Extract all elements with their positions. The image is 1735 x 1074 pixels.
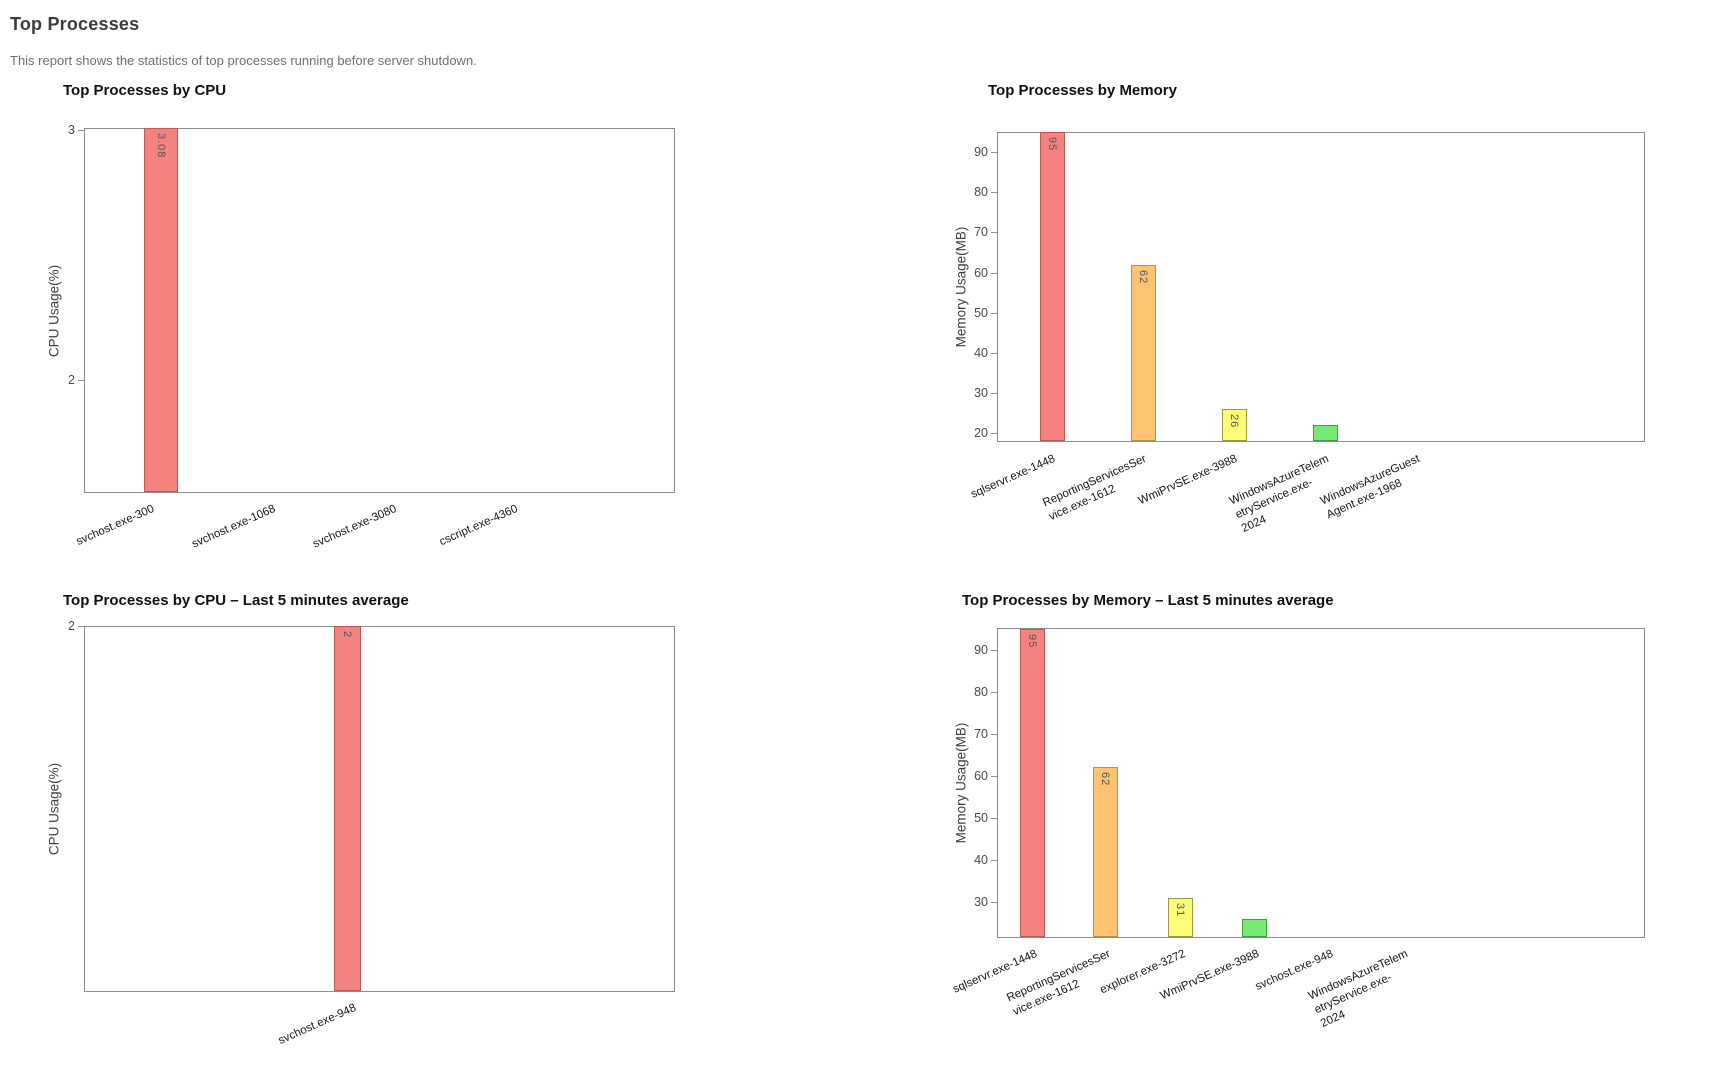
y-tick-mark <box>78 626 84 627</box>
x-category-label: ReportingServicesSer vice.exe-1612 <box>1041 452 1149 524</box>
y-axis-label: Memory Usage(MB) <box>953 226 969 348</box>
y-tick-mark <box>991 232 997 234</box>
y-tick-mark <box>991 817 997 819</box>
chart-title: Top Processes by Memory <box>988 82 1177 99</box>
y-tick-label: 80 <box>974 684 988 699</box>
y-tick-label: 90 <box>974 642 988 657</box>
y-tick-mark <box>991 433 997 435</box>
y-tick-label: 80 <box>974 185 988 200</box>
bar <box>1019 628 1045 937</box>
page-subtitle: This report shows the statistics of top … <box>10 53 477 68</box>
bar-value-label: 3.08 <box>155 133 167 159</box>
y-tick-label: 70 <box>974 225 988 240</box>
x-category-label: cscript.exe-4360 <box>437 502 520 549</box>
chart-title: Top Processes by Memory – Last 5 minutes… <box>962 592 1334 609</box>
y-tick-label: 50 <box>974 305 988 320</box>
bar <box>1039 132 1065 441</box>
y-tick-mark <box>991 775 997 777</box>
y-tick-mark <box>78 380 84 381</box>
bar-value-label: 62 <box>1099 772 1111 787</box>
page-title: Top Processes <box>10 14 140 34</box>
y-tick-mark <box>991 192 997 194</box>
bar-value-label: 95 <box>1026 633 1038 649</box>
y-tick-label: 2 <box>68 619 75 633</box>
x-category-label: svchost.exe-948 <box>276 1001 359 1047</box>
y-tick-label: 60 <box>974 768 988 783</box>
bar <box>1092 767 1118 937</box>
y-tick-label: 40 <box>974 852 988 867</box>
bar <box>1312 425 1338 441</box>
plot-area <box>997 132 1645 442</box>
y-tick-label: 40 <box>974 345 988 360</box>
y-tick-mark <box>991 312 997 314</box>
x-category-label: svchost.exe-1068 <box>190 502 278 551</box>
y-tick-mark <box>991 352 997 354</box>
y-axis-label: CPU Usage(%) <box>46 264 62 357</box>
x-category-label: svchost.exe-3080 <box>311 502 399 551</box>
y-tick-mark <box>991 733 997 735</box>
y-tick-mark <box>991 152 997 154</box>
bar-value-label: 62 <box>1137 269 1149 284</box>
plot-area <box>84 128 675 493</box>
y-tick-mark <box>991 859 997 861</box>
bar-value-label: 31 <box>1174 902 1186 917</box>
bar <box>1130 264 1156 441</box>
y-axis-label: Memory Usage(MB) <box>953 722 969 844</box>
bar <box>144 128 178 492</box>
bar-value-label: 26 <box>1228 414 1240 429</box>
bar-value-label: 2 <box>341 631 353 639</box>
plot-area <box>84 626 675 992</box>
y-tick-mark <box>991 691 997 693</box>
bar <box>1167 897 1193 937</box>
y-tick-label: 30 <box>974 386 988 400</box>
y-tick-label: 2 <box>68 373 75 387</box>
bar <box>333 626 361 991</box>
bar <box>1241 918 1267 937</box>
y-tick-mark <box>991 272 997 274</box>
y-tick-label: 70 <box>974 726 988 741</box>
x-category-label: WindowsAzureGuest Agent.exe-1968 <box>1318 452 1422 522</box>
bar <box>1221 409 1247 441</box>
y-tick-mark <box>78 130 84 131</box>
y-tick-label: 60 <box>974 265 988 280</box>
y-axis-label: CPU Usage(%) <box>46 762 62 856</box>
y-tick-mark <box>991 393 997 394</box>
x-category-label: svchost.exe-300 <box>74 502 157 548</box>
y-tick-label: 90 <box>974 145 988 160</box>
chart-title: Top Processes by CPU – Last 5 minutes av… <box>63 592 409 609</box>
y-tick-mark <box>991 649 997 651</box>
bar-value-label: 95 <box>1046 137 1058 152</box>
y-tick-label: 20 <box>974 426 988 441</box>
y-tick-mark <box>991 901 997 903</box>
y-tick-label: 3 <box>68 123 75 137</box>
y-tick-label: 30 <box>974 894 988 909</box>
chart-title: Top Processes by CPU <box>63 82 227 99</box>
y-tick-label: 50 <box>974 810 988 825</box>
